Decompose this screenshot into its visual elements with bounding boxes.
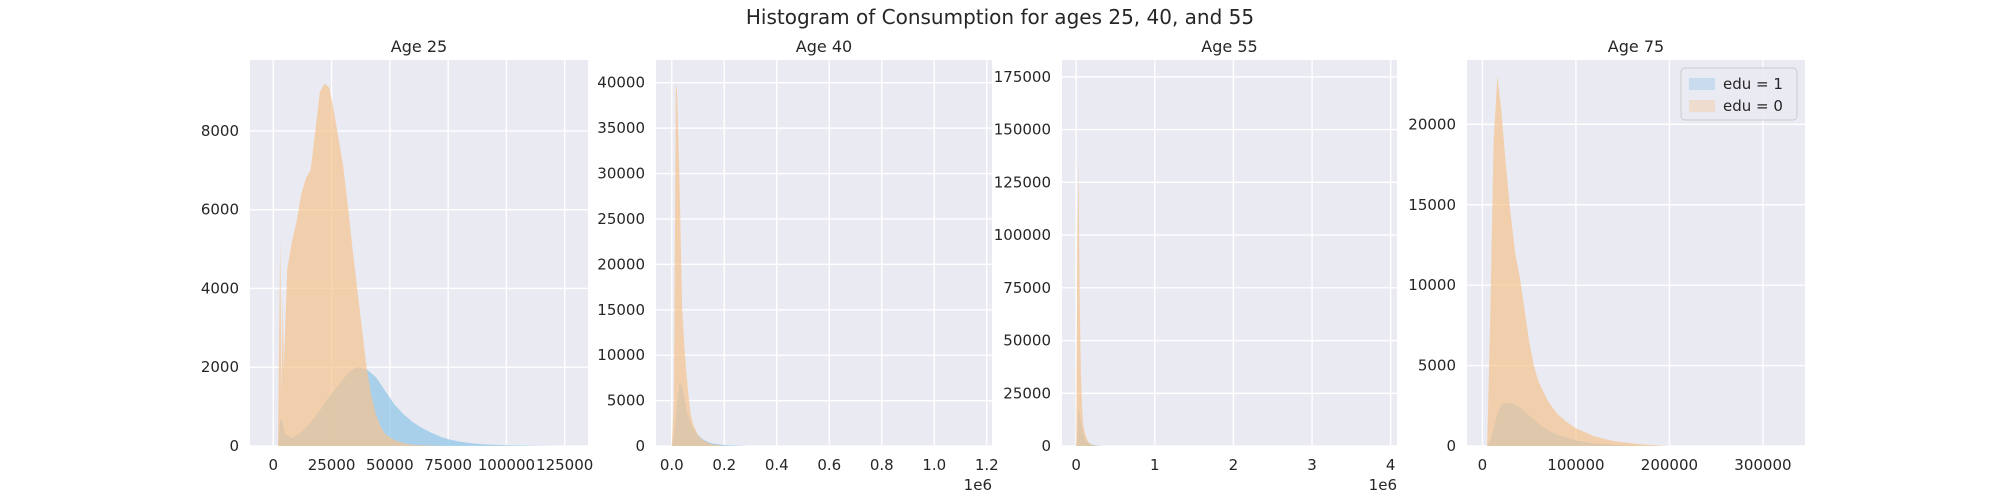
- x-tick-label: 1.2: [975, 456, 999, 474]
- y-tick-label: 2000: [201, 358, 239, 376]
- y-tick-label: 8000: [201, 122, 239, 140]
- x-offset-label: 1e6: [964, 476, 992, 494]
- subplot-2: Age 40 0.0 0.2 0.4 0.6 0.8 1.0 1.2 0 5000 10000 150…: [597, 37, 998, 494]
- subplot-1: Age 25 0 25000 50000 75000 100000 125000 0 2000 4…: [201, 37, 594, 474]
- y-tick-label: 10000: [597, 346, 645, 364]
- x-tick-label: 0.8: [870, 456, 894, 474]
- y-tick-label: 0: [1041, 437, 1051, 455]
- y-tick-label: 5000: [1418, 357, 1456, 375]
- subplot-title: Age 75: [1608, 37, 1664, 56]
- x-tick-label: 75000: [424, 456, 472, 474]
- legend: edu = 1 edu = 0: [1680, 67, 1798, 121]
- x-tick-label: 300000: [1734, 456, 1791, 474]
- y-tick-label: 15000: [1408, 196, 1456, 214]
- x-tick-label: 0: [1478, 456, 1488, 474]
- x-tick-label: 2: [1229, 456, 1239, 474]
- y-tick-label: 0: [635, 437, 645, 455]
- hist-series-edu-0: [273, 83, 449, 446]
- legend-swatch: [1689, 78, 1715, 90]
- y-tick-label: 30000: [597, 165, 645, 183]
- legend-box: [1680, 67, 1798, 121]
- subplot-3: Age 55 0 1 2 3 4 0 25000 50000 75000 100000 125000 1…: [994, 37, 1397, 494]
- y-tick-label: 25000: [1003, 384, 1051, 402]
- plot-area: [1062, 60, 1397, 446]
- x-tick-label: 50000: [366, 456, 414, 474]
- x-tick-label: 0.2: [712, 456, 736, 474]
- y-tick-label: 10000: [1408, 276, 1456, 294]
- legend-label: edu = 1: [1723, 75, 1783, 93]
- y-tick-label: 20000: [1408, 115, 1456, 133]
- x-tick-label: 0.6: [817, 456, 841, 474]
- y-tick-label: 40000: [597, 74, 645, 92]
- subplot-title: Age 40: [796, 37, 852, 56]
- x-tick-label: 100000: [478, 456, 535, 474]
- y-tick-label: 150000: [994, 121, 1051, 139]
- x-tick-label: 25000: [308, 456, 356, 474]
- subplot-title: Age 55: [1201, 37, 1257, 56]
- y-tick-label: 4000: [201, 279, 239, 297]
- hist-series-edu-0: [1482, 76, 1670, 446]
- x-tick-label: 100000: [1547, 456, 1604, 474]
- x-tick-label: 0: [1071, 456, 1081, 474]
- x-tick-label: 125000: [536, 456, 593, 474]
- subplot-4: Age 75 0 100000 200000 300000 0 5000 10000 15000…: [1408, 37, 1805, 474]
- x-offset-label: 1e6: [1369, 476, 1397, 494]
- y-tick-label: 0: [1446, 437, 1456, 455]
- y-tick-label: 75000: [1003, 279, 1051, 297]
- x-tick-label: 0.0: [660, 456, 684, 474]
- x-tick-label: 0: [269, 456, 279, 474]
- legend-swatch: [1689, 100, 1715, 112]
- y-tick-label: 20000: [597, 255, 645, 273]
- x-tick-label: 4: [1386, 456, 1396, 474]
- y-tick-label: 50000: [1003, 332, 1051, 350]
- legend-label: edu = 0: [1723, 97, 1783, 115]
- y-tick-label: 25000: [597, 210, 645, 228]
- y-tick-label: 125000: [994, 173, 1051, 191]
- x-tick-label: 200000: [1641, 456, 1698, 474]
- y-tick-label: 5000: [607, 392, 645, 410]
- figure-title: Histogram of Consumption for ages 25, 40…: [745, 5, 1255, 29]
- y-tick-label: 100000: [994, 226, 1051, 244]
- y-tick-label: 15000: [597, 301, 645, 319]
- y-tick-label: 6000: [201, 201, 239, 219]
- x-tick-label: 1: [1150, 456, 1160, 474]
- x-tick-label: 0.4: [765, 456, 789, 474]
- y-tick-label: 0: [229, 437, 239, 455]
- plot-area: [656, 60, 992, 446]
- subplot-title: Age 25: [391, 37, 447, 56]
- y-tick-label: 175000: [994, 68, 1051, 86]
- hist-series-edu-0: [671, 82, 725, 447]
- x-tick-label: 1.0: [922, 456, 946, 474]
- x-tick-label: 3: [1307, 456, 1317, 474]
- y-tick-label: 35000: [597, 119, 645, 137]
- hist-series-edu-0: [1076, 161, 1100, 446]
